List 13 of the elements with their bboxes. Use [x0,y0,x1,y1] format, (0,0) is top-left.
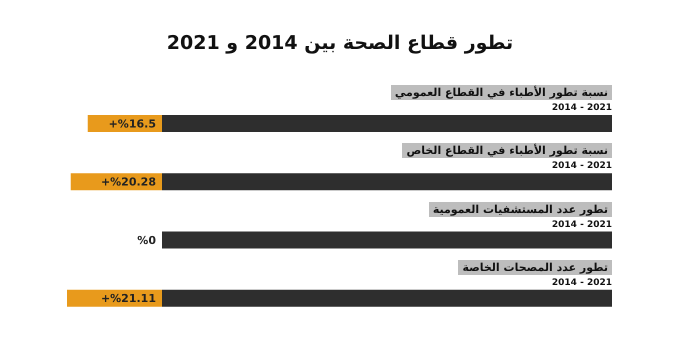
annotation: 2014 - 2021 [552,278,612,288]
y-tick-label: تطور عدد المصحات الخاصة [458,260,612,275]
y-tick-label: نسبة تطور الأطباء في القطاع العمومي [390,85,612,100]
annotation: 2014 - 2021 [552,220,612,230]
annotation: 2014 - 2021 [552,161,612,172]
chart-title: تطور قطاع الصحة بين 2014 و 2021 [166,32,514,54]
data-label: +%16.5 [108,117,156,130]
data-label: %0 [137,234,156,247]
data-label: +%21.11 [100,292,156,306]
y-tick-label: تطور عدد المستشفيات العمومية [428,202,612,217]
data-label: +%20.28 [100,176,156,189]
y-tick-label: نسبة تطور الأطباء في القطاع الخاص [402,143,612,158]
annotation: 2014 - 2021 [552,103,612,114]
